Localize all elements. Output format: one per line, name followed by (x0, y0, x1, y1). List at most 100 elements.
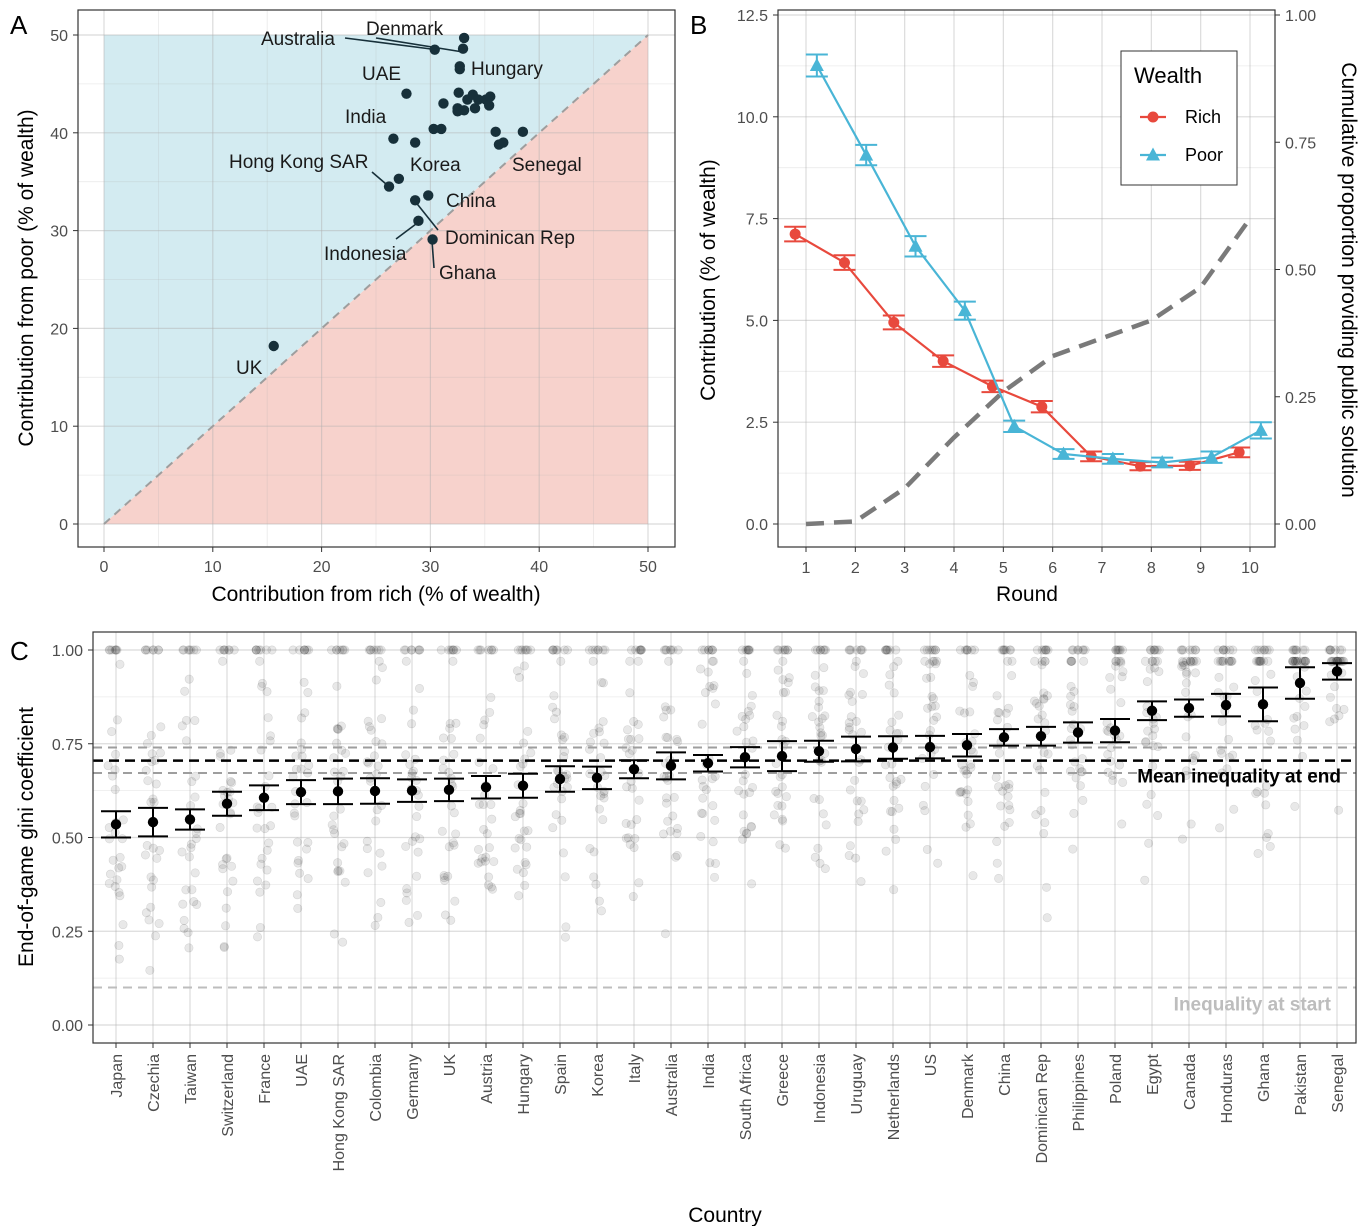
observation (636, 645, 646, 655)
observation (918, 800, 928, 810)
observation (881, 645, 891, 655)
observation (636, 645, 646, 655)
observation (290, 811, 300, 821)
observation (551, 707, 561, 717)
observation (1289, 645, 1299, 655)
observation (923, 703, 933, 713)
observation (560, 872, 570, 882)
observation (672, 734, 682, 744)
observation (922, 844, 932, 854)
observation (707, 656, 717, 666)
observation (1154, 667, 1164, 677)
observation (1290, 656, 1300, 666)
observation (778, 656, 788, 666)
observation (893, 656, 903, 666)
observation (894, 803, 904, 813)
observation (814, 696, 824, 706)
observation (1337, 645, 1347, 655)
observation (486, 882, 496, 892)
observation (449, 840, 459, 850)
observation (1254, 656, 1264, 666)
country-mean-point (961, 740, 973, 751)
observation (371, 737, 381, 747)
observation (1067, 656, 1077, 666)
observation (1033, 714, 1043, 724)
observation (929, 645, 939, 655)
observation (589, 728, 599, 738)
country-mean-point (1109, 725, 1121, 736)
observation (474, 844, 484, 854)
observation (486, 800, 496, 810)
observation (437, 826, 447, 836)
observation (1292, 645, 1302, 655)
observation (1256, 656, 1266, 666)
observation (992, 691, 1002, 701)
y-tick-label: 10 (50, 419, 68, 436)
data-point (413, 215, 424, 227)
y-tick-label: 0 (59, 517, 68, 534)
observation (190, 868, 200, 878)
observation (151, 779, 161, 789)
observation (191, 645, 201, 655)
observation (665, 826, 675, 836)
observation (476, 857, 486, 867)
observation (778, 716, 788, 726)
observation (597, 678, 607, 688)
observation (253, 932, 263, 942)
observation (107, 727, 117, 737)
observation (887, 717, 897, 727)
point-label: Indonesia (324, 244, 407, 265)
observation (1218, 656, 1228, 666)
observation (335, 804, 345, 814)
observation (1145, 664, 1155, 674)
observation (589, 872, 599, 882)
observation (407, 645, 417, 655)
observation (882, 645, 892, 655)
observation (144, 915, 154, 925)
observation (262, 865, 272, 875)
observation (251, 645, 261, 655)
observation (439, 733, 449, 743)
observation (370, 920, 380, 930)
observation (1177, 645, 1187, 655)
observation (818, 809, 828, 819)
point-poor (908, 238, 923, 252)
legend-label-rich: Rich (1185, 107, 1221, 127)
observation (962, 645, 972, 655)
observation (515, 805, 525, 815)
observation (634, 878, 644, 888)
observation (1215, 656, 1225, 666)
observation (256, 645, 266, 655)
observation (523, 826, 533, 836)
country-mean-point (1183, 702, 1195, 714)
observation (513, 645, 523, 655)
observation (257, 853, 267, 863)
observation (141, 645, 151, 655)
observation (257, 681, 267, 691)
observation (844, 690, 854, 700)
observation (252, 823, 262, 833)
observation (889, 662, 899, 672)
x-tick-label: UAE (294, 1054, 311, 1087)
observation (262, 845, 272, 855)
point-rich (1184, 460, 1196, 472)
observation (227, 778, 237, 788)
observation (514, 672, 524, 682)
observation (1003, 791, 1013, 801)
observation (888, 781, 898, 791)
observation (516, 645, 526, 655)
observation (1177, 656, 1187, 666)
observation (1185, 645, 1195, 655)
observation (366, 645, 376, 655)
observation (478, 800, 488, 810)
observation (521, 860, 531, 870)
observation (852, 645, 862, 655)
observation (1181, 687, 1191, 697)
observation (105, 869, 115, 879)
observation (440, 910, 450, 920)
observation (402, 888, 412, 898)
observation (405, 760, 415, 770)
observation (488, 764, 498, 774)
observation (111, 645, 121, 655)
country-mean-point (110, 819, 122, 830)
